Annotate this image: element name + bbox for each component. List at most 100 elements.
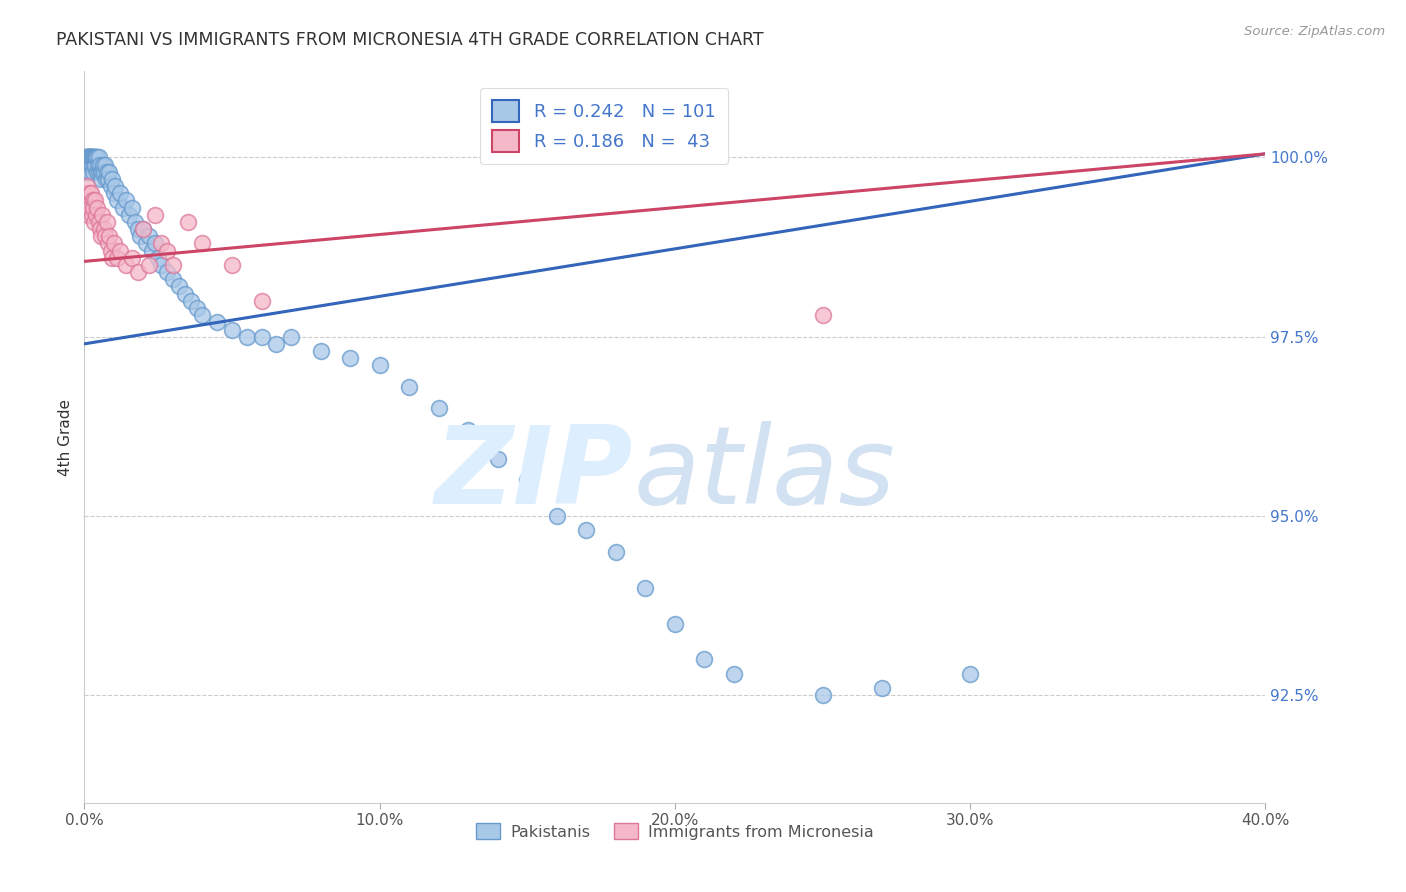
Point <box>98 229 121 244</box>
Point <box>162 258 184 272</box>
Point <box>156 265 179 279</box>
Point <box>664 616 686 631</box>
Point <box>77 208 100 222</box>
Point <box>250 293 273 308</box>
Point <box>221 258 243 272</box>
Point <box>148 251 170 265</box>
Point <box>79 150 101 164</box>
Point <box>75 165 97 179</box>
Point <box>91 165 114 179</box>
Point <box>723 666 745 681</box>
Point <box>132 222 155 236</box>
Point <box>90 172 112 186</box>
Point <box>207 315 229 329</box>
Point <box>90 165 112 179</box>
Point <box>105 194 128 208</box>
Point <box>486 451 509 466</box>
Point <box>98 165 121 179</box>
Point <box>156 244 179 258</box>
Text: Source: ZipAtlas.com: Source: ZipAtlas.com <box>1244 25 1385 38</box>
Point <box>103 236 125 251</box>
Point <box>80 150 103 164</box>
Point <box>105 251 128 265</box>
Point <box>80 150 103 164</box>
Point <box>82 165 104 179</box>
Point <box>121 201 143 215</box>
Point <box>77 150 100 164</box>
Point <box>76 158 98 172</box>
Point <box>84 150 107 164</box>
Point <box>87 165 110 179</box>
Point <box>76 150 98 164</box>
Point <box>77 150 100 164</box>
Point <box>111 201 134 215</box>
Text: ZIP: ZIP <box>436 421 634 526</box>
Point <box>870 681 893 695</box>
Point <box>132 222 155 236</box>
Point <box>143 208 166 222</box>
Point <box>91 158 114 172</box>
Point <box>84 194 107 208</box>
Point <box>368 359 391 373</box>
Point <box>100 244 122 258</box>
Point <box>76 201 98 215</box>
Point <box>94 229 117 244</box>
Point <box>79 150 101 164</box>
Point <box>266 336 288 351</box>
Point <box>427 401 450 416</box>
Point <box>96 165 118 179</box>
Point <box>76 179 98 194</box>
Point <box>104 179 127 194</box>
Point <box>77 158 100 172</box>
Point <box>93 222 115 236</box>
Point <box>83 150 105 164</box>
Point <box>87 150 111 164</box>
Legend: Pakistanis, Immigrants from Micronesia: Pakistanis, Immigrants from Micronesia <box>470 817 880 846</box>
Point <box>86 201 108 215</box>
Point <box>108 186 131 201</box>
Point <box>127 265 149 279</box>
Point <box>77 165 100 179</box>
Point <box>959 666 981 681</box>
Point <box>811 308 834 322</box>
Point <box>84 150 107 164</box>
Point <box>101 251 124 265</box>
Point <box>87 158 110 172</box>
Point <box>82 150 104 164</box>
Point <box>79 150 101 164</box>
Point <box>167 279 190 293</box>
Point <box>91 208 114 222</box>
Point <box>94 172 117 186</box>
Point <box>89 158 111 172</box>
Point <box>97 236 120 251</box>
Point <box>83 150 105 164</box>
Point <box>79 165 101 179</box>
Point <box>127 222 149 236</box>
Point <box>77 194 100 208</box>
Point <box>103 186 125 201</box>
Point <box>811 688 834 702</box>
Point <box>177 215 200 229</box>
Point <box>87 215 110 229</box>
Point <box>108 244 131 258</box>
Point <box>80 158 103 172</box>
Point <box>76 150 98 164</box>
Point <box>135 236 157 251</box>
Point <box>77 150 100 164</box>
Point <box>121 251 143 265</box>
Point <box>180 293 202 308</box>
Point <box>80 208 103 222</box>
Point <box>250 329 273 343</box>
Point <box>138 258 160 272</box>
Point <box>83 158 105 172</box>
Point <box>80 150 103 164</box>
Point <box>693 652 716 666</box>
Point <box>75 150 97 164</box>
Point <box>398 380 420 394</box>
Point <box>575 524 598 538</box>
Point <box>83 150 105 164</box>
Point <box>634 581 657 595</box>
Point <box>309 344 332 359</box>
Point <box>339 351 361 366</box>
Point <box>221 322 243 336</box>
